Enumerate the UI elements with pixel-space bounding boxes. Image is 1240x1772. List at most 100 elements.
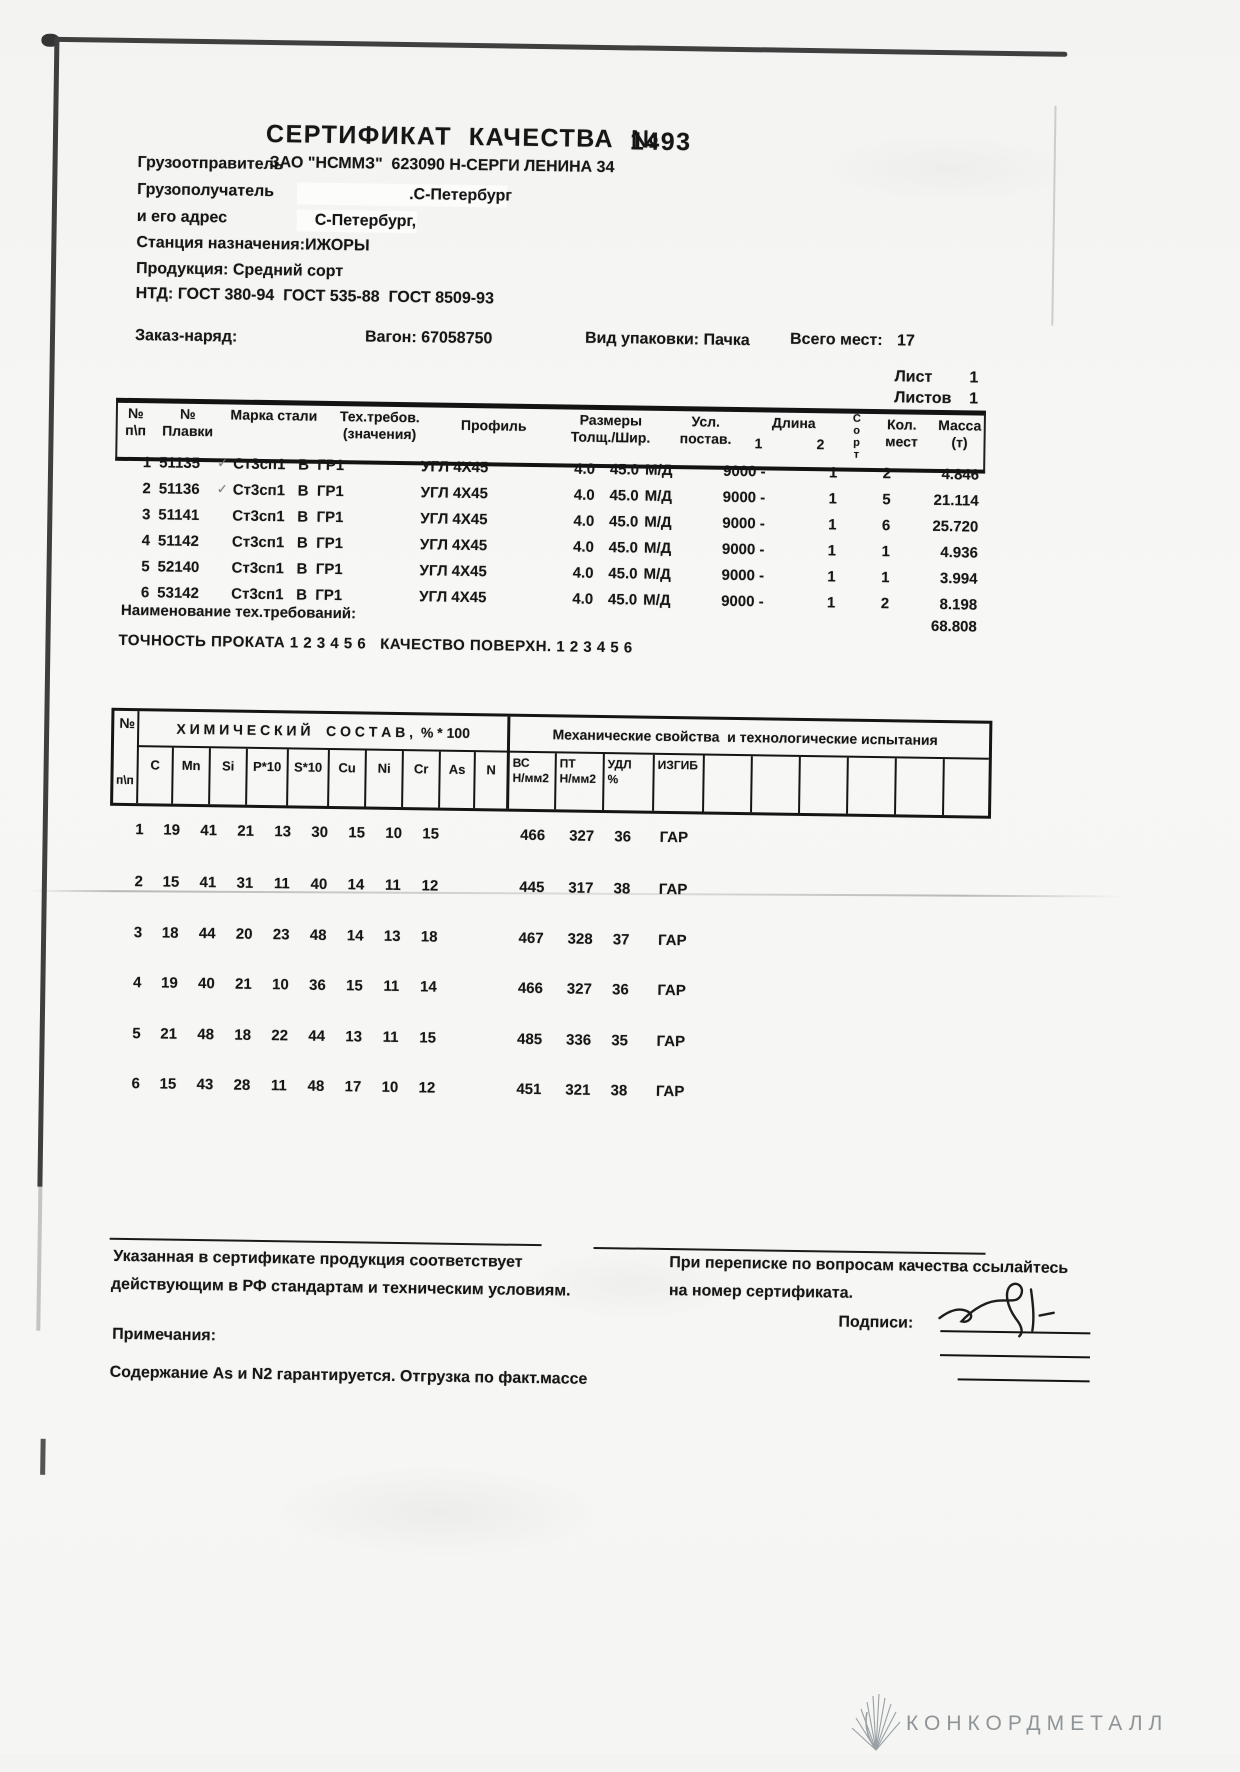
cell-thickness: 4.0 xyxy=(574,460,596,478)
cell-places: 2 xyxy=(882,465,892,483)
certificate-title: СЕРТИФИКАТ КАЧЕСТВА № xyxy=(265,119,661,154)
compliance-line-1: Указанная в сертификате продукция соотве… xyxy=(113,1247,523,1271)
footer-rule-right xyxy=(593,1246,986,1255)
cell-width: 45.0 xyxy=(608,539,639,557)
mech-cell-VS: 451 xyxy=(516,1080,542,1099)
chem-cell-Ni: 10 xyxy=(385,824,403,843)
chem-cell-C: 18 xyxy=(161,924,179,942)
chem-cell-Cu: 14 xyxy=(346,927,364,945)
product-line: Продукция: Средний сорт xyxy=(135,260,344,281)
col-header-places: Кол. мест xyxy=(885,416,918,450)
chem-cell-Si: 18 xyxy=(234,1026,252,1044)
chem-cell-C: 19 xyxy=(163,821,181,839)
col-header-length-1: 1 xyxy=(754,435,763,452)
mech-col-PT: ПТ Н/мм2 xyxy=(556,753,605,811)
chem-cell-num: 3 xyxy=(133,924,143,942)
chem-row: 4 19 40 21 10 36 15 11 14 466 327 36 ГАР xyxy=(0,972,1225,1012)
chem-cell-num: 2 xyxy=(134,873,144,891)
chem-row: 1 19 41 21 13 30 15 10 15 466 327 36 ГАР xyxy=(0,819,1228,859)
mech-cell-VS: 467 xyxy=(518,929,544,948)
chem-cell-Si: 21 xyxy=(234,975,252,993)
cell-places: 1 xyxy=(881,543,891,561)
cell-melt: 51141 xyxy=(158,506,200,525)
chem-mech-table: № п\п Х И М И Ч Е С К И Й С О С Т А В , … xyxy=(110,707,993,819)
cell-profile: УГЛ 4Х45 xyxy=(419,536,488,555)
mech-col-UDL: УДЛ % xyxy=(604,754,655,811)
footer-rule-left xyxy=(109,1237,542,1247)
cell-tech: В ГР1 xyxy=(296,534,344,553)
col-header-size: Размеры Толщ./Шир. xyxy=(570,411,651,446)
cell-profile: УГЛ 4Х45 xyxy=(420,484,489,503)
cell-places: 2 xyxy=(880,595,890,613)
chem-cell-C: 21 xyxy=(160,1025,178,1043)
cell-length: 9000 - xyxy=(721,540,765,559)
mech-col-IZGIB: ИЗГИБ xyxy=(654,754,705,812)
col-header-profile: Профиль xyxy=(460,416,527,434)
chem-cell-num: 4 xyxy=(132,974,142,992)
chem-cell-num: 1 xyxy=(135,821,144,839)
chem-row: 6 15 43 28 11 48 17 10 12 451 321 38 ГАР xyxy=(0,1073,1224,1113)
chem-col-Mn: Mn xyxy=(173,747,211,805)
chem-cell-Si: 20 xyxy=(235,925,253,943)
chem-row: 5 21 48 18 22 44 13 11 15 485 336 35 ГАР xyxy=(0,1023,1225,1063)
concordmetal-logo: КОНКОРДМЕТАЛЛ xyxy=(850,1692,1162,1754)
chem-col-Ni: Ni xyxy=(366,750,404,808)
order-label: Заказ-наряд: xyxy=(134,327,238,346)
notes-line: Содержание As и N2 гарантируется. Отгруз… xyxy=(109,1363,588,1388)
chem-cell-S10: 36 xyxy=(308,976,326,994)
chem-cell-Cu: 14 xyxy=(347,876,365,894)
chem-cell-Mn: 41 xyxy=(200,822,218,840)
scan-top-edge-line xyxy=(54,36,1068,57)
mech-cell-VS: 485 xyxy=(516,1030,543,1049)
cell-thickness: 4.0 xyxy=(572,538,595,556)
chem-col-C: C xyxy=(138,747,174,804)
cell-length: 9000 - xyxy=(722,514,765,533)
cell-condition: М/Д xyxy=(643,539,672,558)
chem-section-title: Х И М И Ч Е С К И Й С О С Т А В , % * 10… xyxy=(176,720,471,742)
handwritten-checkmark: ✓ xyxy=(217,455,229,471)
chem-cell-Ni: 11 xyxy=(384,876,401,895)
cell-sort: 1 xyxy=(828,490,837,508)
mech-cell-PT: 327 xyxy=(569,827,595,845)
cell-condition: М/Д xyxy=(643,565,672,584)
chem-cell-Ni: 11 xyxy=(382,1028,399,1047)
cell-tech: В ГР1 xyxy=(297,482,344,501)
cell-mass: 8.198 xyxy=(939,596,978,614)
mech-cell-PT: 328 xyxy=(567,930,593,948)
col-header-mass: Масса (т) xyxy=(938,416,982,451)
cell-num: 3 xyxy=(141,506,151,524)
cell-thickness: 4.0 xyxy=(572,590,594,608)
cell-tech: В ГР1 xyxy=(296,586,343,605)
col-header-melt: № Плавки xyxy=(162,405,214,440)
chem-cell-Cr: 12 xyxy=(418,1079,436,1097)
cell-tech: В ГР1 xyxy=(296,560,343,579)
cell-places: 6 xyxy=(881,517,891,535)
tech-req-label: Наименование тех.требований: xyxy=(120,601,357,623)
sheets-label: Листов xyxy=(894,389,952,408)
cell-profile: УГЛ 4Х45 xyxy=(420,458,489,477)
mech-cell-PT: 336 xyxy=(565,1031,592,1049)
cell-profile: УГЛ 4Х45 xyxy=(419,588,487,607)
chem-cell-Ni: 11 xyxy=(383,977,400,996)
cell-width: 45.0 xyxy=(607,591,638,609)
correspondence-line-2: на номер сертификата. xyxy=(668,1282,854,1302)
cell-width: 45.0 xyxy=(609,487,639,505)
chem-cell-Mn: 44 xyxy=(198,925,216,943)
cell-melt: 51135 xyxy=(159,454,201,473)
address-value: С-Петербург, xyxy=(314,211,417,231)
mech-cell-IZGIB: ГАР xyxy=(657,931,687,950)
chem-cell-P10: 11 xyxy=(273,875,290,893)
cell-length: 9000 - xyxy=(722,488,766,507)
sheet-value: 1 xyxy=(969,369,979,387)
chem-cell-C: 15 xyxy=(159,1075,177,1093)
chem-cell-Si: 31 xyxy=(236,874,254,892)
chem-cell-P10: 13 xyxy=(274,823,292,841)
mech-cell-PT: 317 xyxy=(568,879,594,897)
cell-thickness: 4.0 xyxy=(573,512,595,530)
shipper-label: Грузоотправитель xyxy=(137,154,284,174)
cell-melt: 53142 xyxy=(157,584,200,603)
col-header-sort: С о р т xyxy=(852,412,861,461)
chem-cell-Cr: 15 xyxy=(422,825,440,843)
